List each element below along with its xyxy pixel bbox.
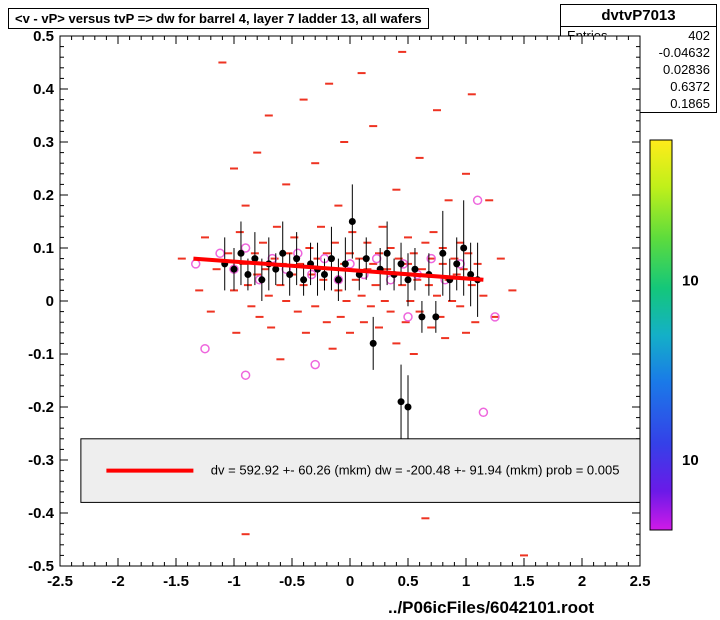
black-marker [300, 276, 307, 283]
black-marker [460, 245, 467, 252]
x-tick-label: -2 [111, 573, 124, 590]
y-tick-label: -0.4 [28, 505, 55, 522]
x-tick-label: 0 [346, 573, 354, 590]
black-marker [237, 250, 244, 257]
black-marker [384, 250, 391, 257]
y-tick-label: 0.5 [33, 28, 54, 45]
black-marker [370, 340, 377, 347]
y-tick-label: 0.3 [33, 134, 54, 151]
black-marker [279, 250, 286, 257]
black-marker [293, 255, 300, 262]
x-tick-label: 2.5 [630, 573, 651, 590]
x-tick-label: -0.5 [279, 573, 305, 590]
y-tick-label: 0 [46, 293, 54, 310]
black-marker [286, 271, 293, 278]
black-marker [258, 276, 265, 283]
x-tick-label: 1.5 [514, 573, 535, 590]
black-marker [405, 404, 412, 411]
black-marker [418, 313, 425, 320]
black-marker [335, 276, 342, 283]
y-tick-label: 0.2 [33, 187, 54, 204]
x-tick-label: 0.5 [398, 573, 419, 590]
black-marker [439, 250, 446, 257]
colorbar-tick-label: 10 [682, 272, 699, 289]
footer-path: ../P06icFiles/6042101.root [388, 598, 594, 618]
colorbar [650, 140, 672, 530]
black-marker [231, 266, 238, 273]
fit-legend-text: dv = 592.92 +- 60.26 (mkm) dw = -200.48 … [211, 463, 620, 478]
y-tick-label: 0.1 [33, 240, 54, 257]
black-marker [363, 255, 370, 262]
black-marker [328, 255, 335, 262]
black-marker [244, 271, 251, 278]
black-marker [398, 260, 405, 267]
x-tick-label: 1 [462, 573, 470, 590]
x-tick-label: -1 [227, 573, 240, 590]
y-tick-label: -0.1 [28, 346, 54, 363]
black-marker [349, 218, 356, 225]
x-tick-label: -1.5 [163, 573, 189, 590]
black-marker [432, 313, 439, 320]
y-tick-label: -0.2 [28, 399, 54, 416]
colorbar-tick-label: 10 [682, 452, 699, 469]
y-tick-label: 0.4 [33, 81, 55, 98]
black-marker [398, 398, 405, 405]
y-tick-label: -0.5 [28, 558, 54, 575]
black-marker [405, 276, 412, 283]
black-marker [453, 260, 460, 267]
x-tick-label: 2 [578, 573, 586, 590]
x-tick-label: -2.5 [47, 573, 73, 590]
black-marker [321, 271, 328, 278]
scatter-plot: -2.5 -2 -1.5 -1 -0.5 0 0.5 1 1.5 2 2.5 -0.5 -0.4 -0.3… [0, 0, 720, 620]
y-tick-label: -0.3 [28, 452, 54, 469]
black-marker [342, 260, 349, 267]
black-marker [411, 266, 418, 273]
